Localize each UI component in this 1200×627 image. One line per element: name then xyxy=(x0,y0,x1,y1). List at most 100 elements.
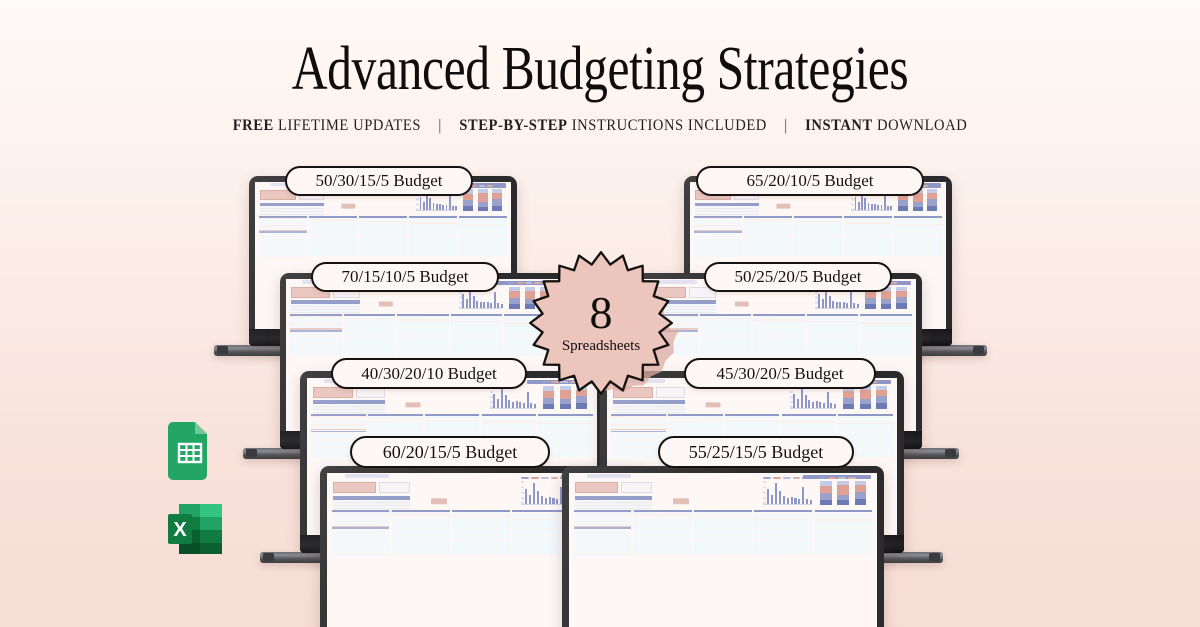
bar xyxy=(890,205,893,211)
feature-item-2-rest: INSTRUCTIONS INCLUDED xyxy=(567,116,767,134)
table-row xyxy=(311,416,366,418)
table-row xyxy=(754,540,813,543)
table-row xyxy=(693,217,742,220)
table-row xyxy=(860,346,912,349)
table-row xyxy=(311,437,366,439)
table-row xyxy=(724,433,780,436)
table-row xyxy=(793,228,843,230)
table-column xyxy=(290,313,342,429)
table-row xyxy=(699,317,752,320)
table-row xyxy=(838,454,893,456)
microsoft-excel-icon[interactable]: X xyxy=(168,503,224,560)
table-row xyxy=(397,342,449,344)
table-row xyxy=(693,231,742,233)
table-row xyxy=(308,237,357,239)
table-row xyxy=(368,430,423,433)
table-row xyxy=(391,532,450,534)
bar xyxy=(544,497,547,505)
table-column xyxy=(699,313,752,429)
table-row xyxy=(308,241,357,243)
bar xyxy=(877,204,880,211)
table-row xyxy=(258,223,307,226)
table-row xyxy=(860,333,912,335)
app-icons-group: X xyxy=(168,422,224,578)
table-row xyxy=(806,340,859,343)
badge-count: 8 xyxy=(589,286,613,338)
table-row xyxy=(611,446,666,449)
table-row xyxy=(838,438,893,440)
table-row xyxy=(258,253,307,256)
table-row xyxy=(894,225,943,227)
table-row xyxy=(743,237,792,239)
table-row xyxy=(573,554,632,556)
table-column xyxy=(753,313,805,429)
table-row xyxy=(450,325,503,327)
table-row xyxy=(311,422,366,425)
table-row xyxy=(699,320,752,323)
table-row xyxy=(308,242,357,245)
table-row xyxy=(633,525,692,528)
table-row xyxy=(538,444,593,447)
table-row xyxy=(743,241,792,243)
table-row xyxy=(258,249,307,251)
table-row xyxy=(699,323,752,326)
table-row xyxy=(724,422,780,425)
table-row xyxy=(397,319,449,321)
category-stacked-chart xyxy=(842,385,888,410)
table-row xyxy=(504,328,556,330)
table-row xyxy=(459,244,508,246)
table-row xyxy=(290,328,342,330)
table-row xyxy=(693,250,742,253)
table-row xyxy=(358,238,408,240)
table-row xyxy=(806,339,859,341)
laptop-7-label-pill: 45/30/20/5 Budget xyxy=(684,358,876,389)
table-row xyxy=(844,253,893,255)
table-row xyxy=(397,340,449,343)
table-row xyxy=(668,430,723,433)
table-row xyxy=(646,354,698,357)
table-row xyxy=(860,345,912,347)
laptop-8-screen[interactable] xyxy=(569,473,877,627)
table-row xyxy=(693,243,742,245)
table-row xyxy=(538,419,593,422)
table-row xyxy=(331,525,390,528)
table-row xyxy=(409,220,458,223)
bar xyxy=(883,194,886,211)
table-row xyxy=(699,346,752,349)
dashboard-topbar xyxy=(327,473,635,480)
table-row xyxy=(753,349,805,352)
table-row xyxy=(409,253,458,255)
table-row xyxy=(424,419,480,422)
table-row xyxy=(424,414,480,417)
table-row xyxy=(793,248,843,251)
table-row xyxy=(611,435,666,438)
table-row xyxy=(538,417,593,420)
table-row xyxy=(693,241,742,244)
table-row xyxy=(754,510,813,513)
table-row xyxy=(743,245,792,248)
table-row xyxy=(694,527,752,529)
table-row xyxy=(793,254,843,257)
table-row xyxy=(754,553,813,556)
table-row xyxy=(424,430,480,433)
feature-item-2-bold: STEP-BY-STEP xyxy=(459,116,568,134)
table-column xyxy=(512,510,571,627)
table-row xyxy=(452,548,510,551)
table-row xyxy=(368,427,423,429)
table-row xyxy=(459,250,508,252)
table-row xyxy=(290,316,342,318)
table-row xyxy=(409,245,458,248)
table-row xyxy=(806,337,859,340)
table-row xyxy=(391,529,450,531)
table-row xyxy=(699,345,752,347)
donut-chart-expenses xyxy=(661,481,701,521)
google-sheets-icon[interactable] xyxy=(168,422,224,485)
table-row xyxy=(450,323,503,326)
table-row xyxy=(311,425,366,428)
table-row xyxy=(459,226,508,229)
table-row xyxy=(331,537,390,540)
table-row xyxy=(459,215,508,218)
table-row xyxy=(860,336,912,338)
summary-table-row xyxy=(260,206,325,209)
table-row xyxy=(860,339,912,341)
